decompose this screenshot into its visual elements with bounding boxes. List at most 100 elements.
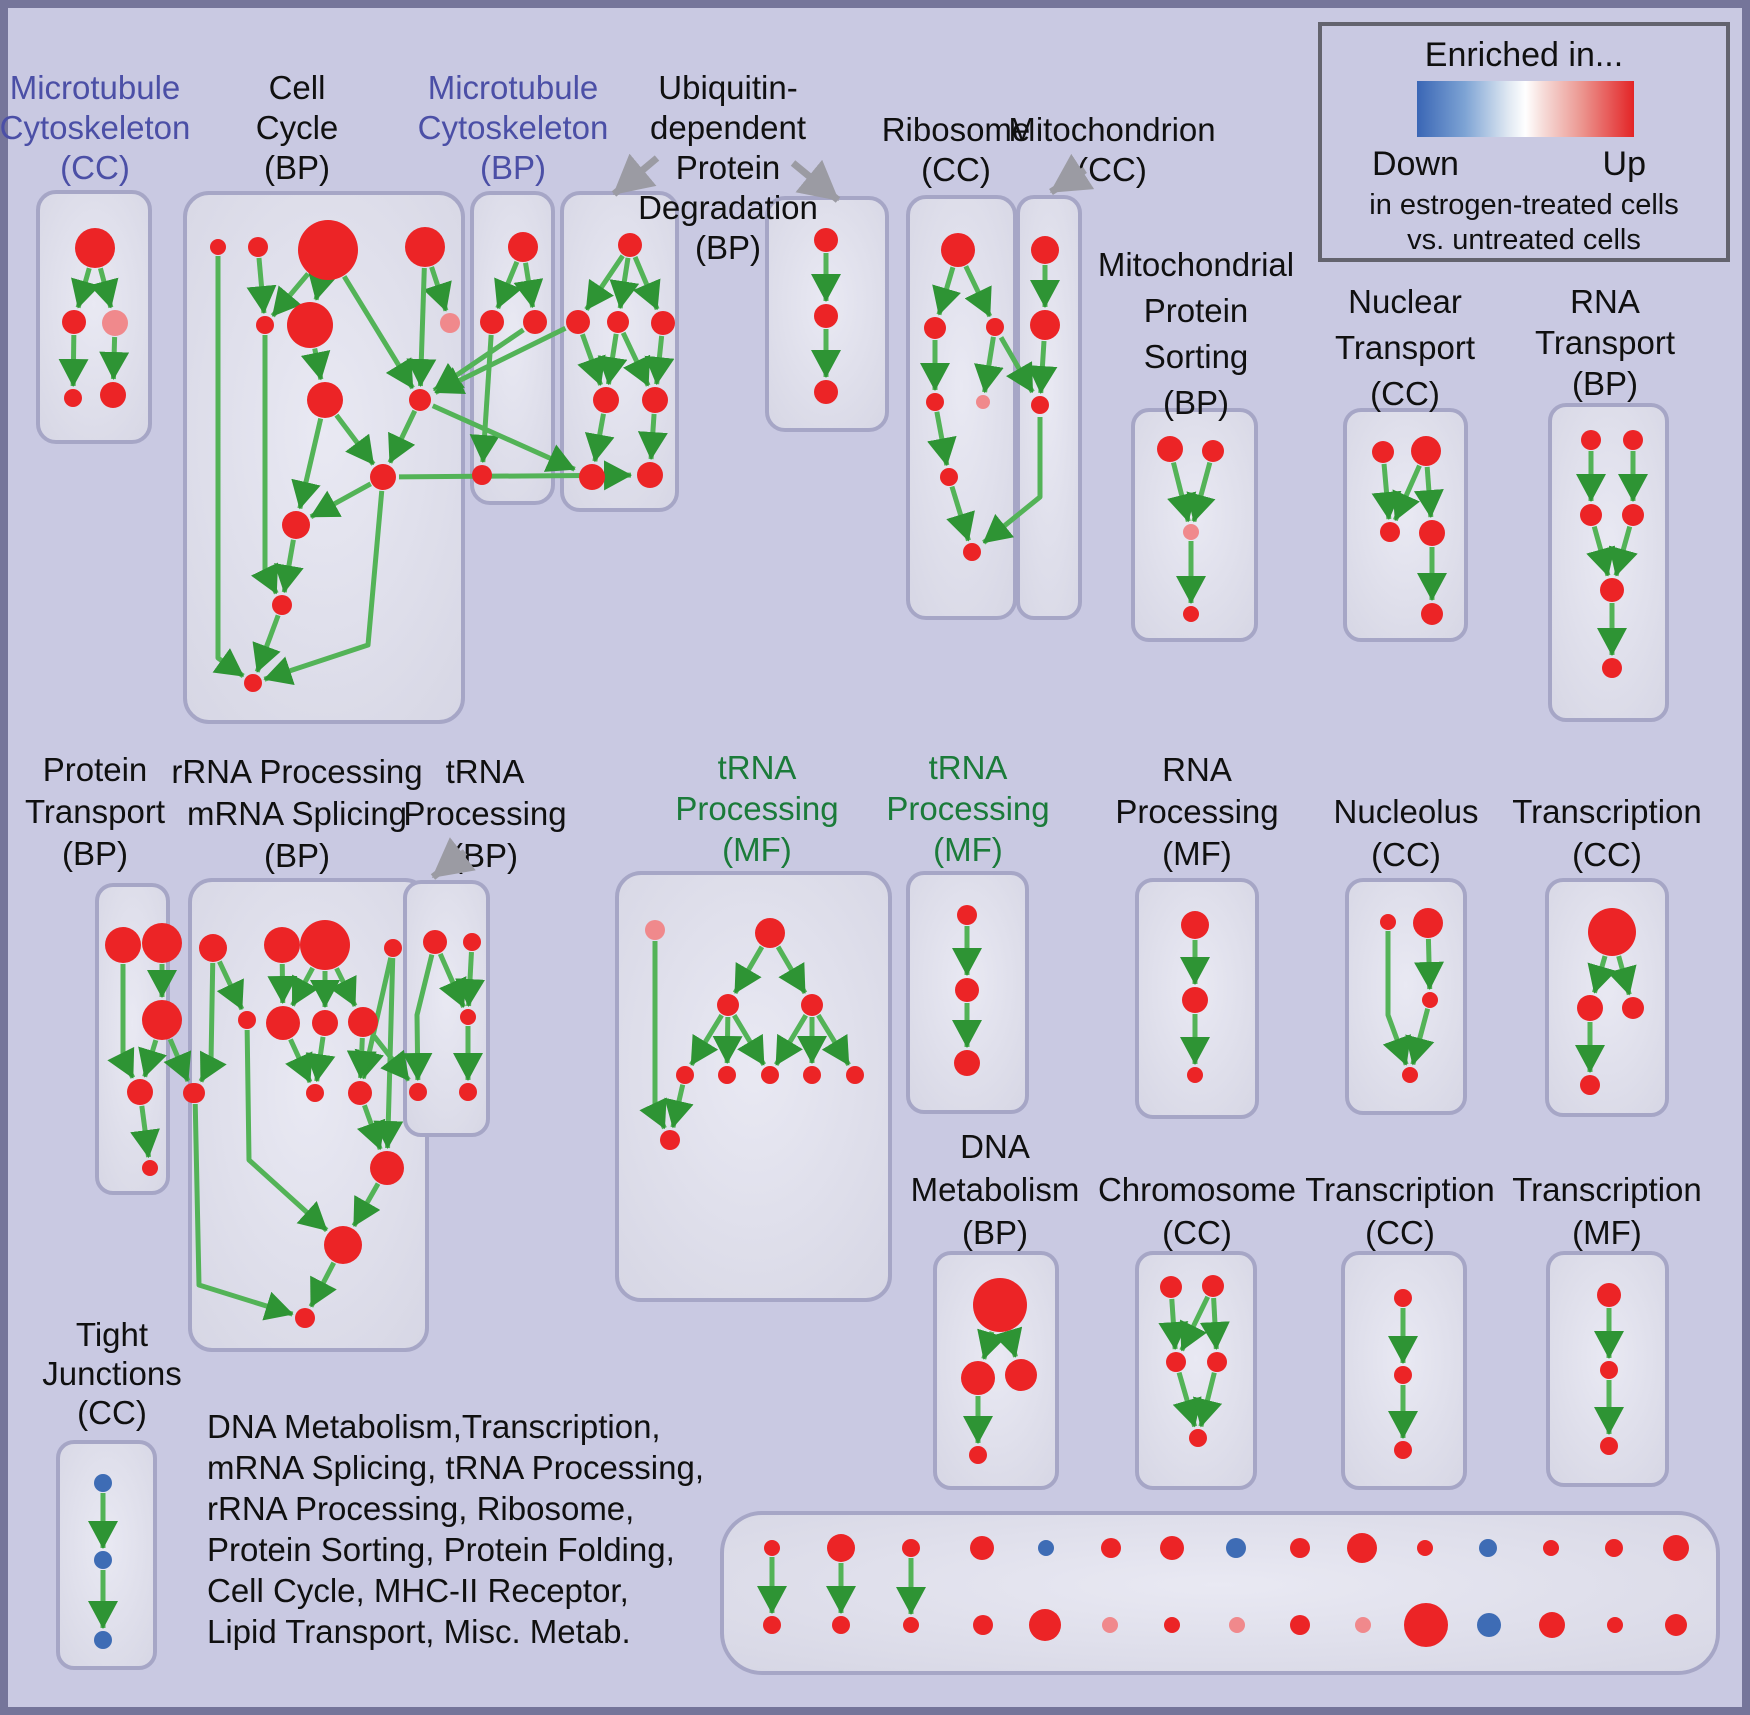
edge-arrow [974, 336, 1004, 394]
go-term-node [764, 1540, 780, 1556]
go-term-node [1580, 1075, 1600, 1095]
go-term-node [957, 905, 977, 925]
cluster-label-rna_trans: (BP) [1572, 365, 1638, 402]
go-term-node [1602, 658, 1622, 678]
go-term-node [926, 393, 944, 411]
edge-arrow [290, 966, 319, 1007]
go-term-node [1030, 310, 1060, 340]
edge-arrow [639, 941, 667, 1130]
cluster-label-prot_trans: (BP) [62, 835, 128, 872]
edge-arrow [307, 269, 337, 301]
cluster-label-ribosome: Ribosome [882, 111, 1031, 148]
cluster-label-chromosome: (CC) [1162, 1214, 1232, 1251]
go-term-node [1029, 1609, 1061, 1641]
edge-arrow [469, 334, 500, 464]
go-term-node [105, 927, 141, 963]
edge-arrow [58, 334, 89, 388]
go-term-node [1394, 1366, 1412, 1384]
go-term-node [976, 395, 990, 409]
go-term-node [1607, 1617, 1623, 1633]
edge-arrow [251, 335, 279, 595]
edge-arrow [1587, 955, 1617, 994]
go-term-node [409, 1083, 427, 1101]
go-term-node [460, 1009, 476, 1025]
cluster-label-dna_met: Metabolism [911, 1171, 1080, 1208]
go-term-node [1189, 1429, 1207, 1447]
cluster-label-rna_proc: Processing [1115, 793, 1278, 830]
go-term-node [607, 311, 629, 333]
legend-subtitle-2: vs. untreated cells [1407, 224, 1641, 256]
edge-arrow [637, 413, 668, 461]
edge-arrow [274, 539, 304, 594]
cluster-label-cell_cycle: Cycle [256, 109, 339, 146]
edge-arrow [107, 964, 136, 1079]
go-term-node [955, 978, 979, 1002]
cluster-label-trna_bp: Processing [403, 795, 566, 832]
edge-arrow [351, 1182, 381, 1228]
cluster-label-trna_mf_a: Processing [675, 790, 838, 827]
edge-arrow [712, 1016, 743, 1065]
go-term-node [660, 1130, 680, 1150]
go-term-node [637, 462, 663, 488]
go-term-node [1160, 1536, 1184, 1560]
edge-arrow [342, 275, 415, 390]
legend-subtitle-1: in estrogen-treated cells [1369, 189, 1679, 221]
edge-arrow [732, 945, 765, 995]
edge-arrow [577, 333, 606, 386]
edge-arrow [402, 954, 435, 1082]
go-term-node [142, 1160, 158, 1176]
go-term-node [970, 1536, 994, 1560]
go-term-node [185, 1083, 205, 1103]
edge-arrow [513, 262, 544, 309]
go-term-node [127, 1079, 153, 1105]
go-term-node [973, 1615, 993, 1635]
cluster-label-trans_mf: Transcription [1512, 1171, 1702, 1208]
go-term-node [963, 543, 981, 561]
edge-arrow [1392, 464, 1422, 522]
merged-clusters-note-line: DNA Metabolism,Transcription, [207, 1408, 661, 1445]
edge-arrow [198, 962, 227, 1083]
go-term-node [307, 382, 343, 418]
edge-arrow [244, 1029, 329, 1233]
go-term-node [1394, 1289, 1412, 1307]
edge-arrow [774, 1014, 808, 1066]
cluster-label-dna_met: DNA [960, 1128, 1030, 1165]
go-term-node [961, 1361, 995, 1395]
go-term-node [312, 1010, 338, 1036]
go-term-node [1622, 997, 1644, 1019]
cluster-label-trna_mf_b: (MF) [933, 831, 1003, 868]
edge-arrow [434, 325, 567, 395]
edge-arrow [732, 1014, 766, 1066]
go-term-node [199, 934, 227, 962]
cluster-label-mt_bp: Cytoskeleton [418, 109, 609, 146]
cluster-label-trna_mf_b: Processing [886, 790, 1049, 827]
edge-arrow [977, 1328, 1006, 1360]
cluster-box-nuc_trans [1343, 408, 1468, 642]
go-term-node [1031, 236, 1059, 264]
go-term-node [827, 1534, 855, 1562]
go-term-node [579, 464, 605, 490]
cluster-label-mito: (CC) [1077, 151, 1147, 188]
merged-clusters-note: DNA Metabolism,Transcription, mRNA Splici… [207, 1406, 704, 1652]
go-term-node [295, 1308, 315, 1328]
edge-arrow [775, 945, 808, 995]
cluster-label-mt_bp: Microtubule [428, 69, 599, 106]
go-term-node [244, 674, 262, 692]
edge-arrow [212, 256, 245, 679]
go-term-node [94, 1474, 112, 1492]
go-term-node [472, 465, 492, 485]
edge-arrow [308, 1261, 337, 1308]
layer-edges [58, 253, 1648, 1629]
go-term-node [62, 310, 86, 334]
edge-arrow [993, 1326, 1023, 1358]
go-term-node [1157, 436, 1183, 462]
edge-arrow [1158, 1298, 1189, 1351]
go-term-node [423, 930, 447, 954]
edge-arrow [664, 1084, 694, 1129]
merged-clusters-note-line: rRNA Processing, Ribosome, [207, 1490, 635, 1527]
go-term-node [384, 939, 402, 957]
cluster-label-trna_mf_a: tRNA [718, 749, 797, 786]
go-term-node [287, 302, 333, 348]
go-term-node [1411, 436, 1441, 466]
go-term-node [969, 1446, 987, 1464]
